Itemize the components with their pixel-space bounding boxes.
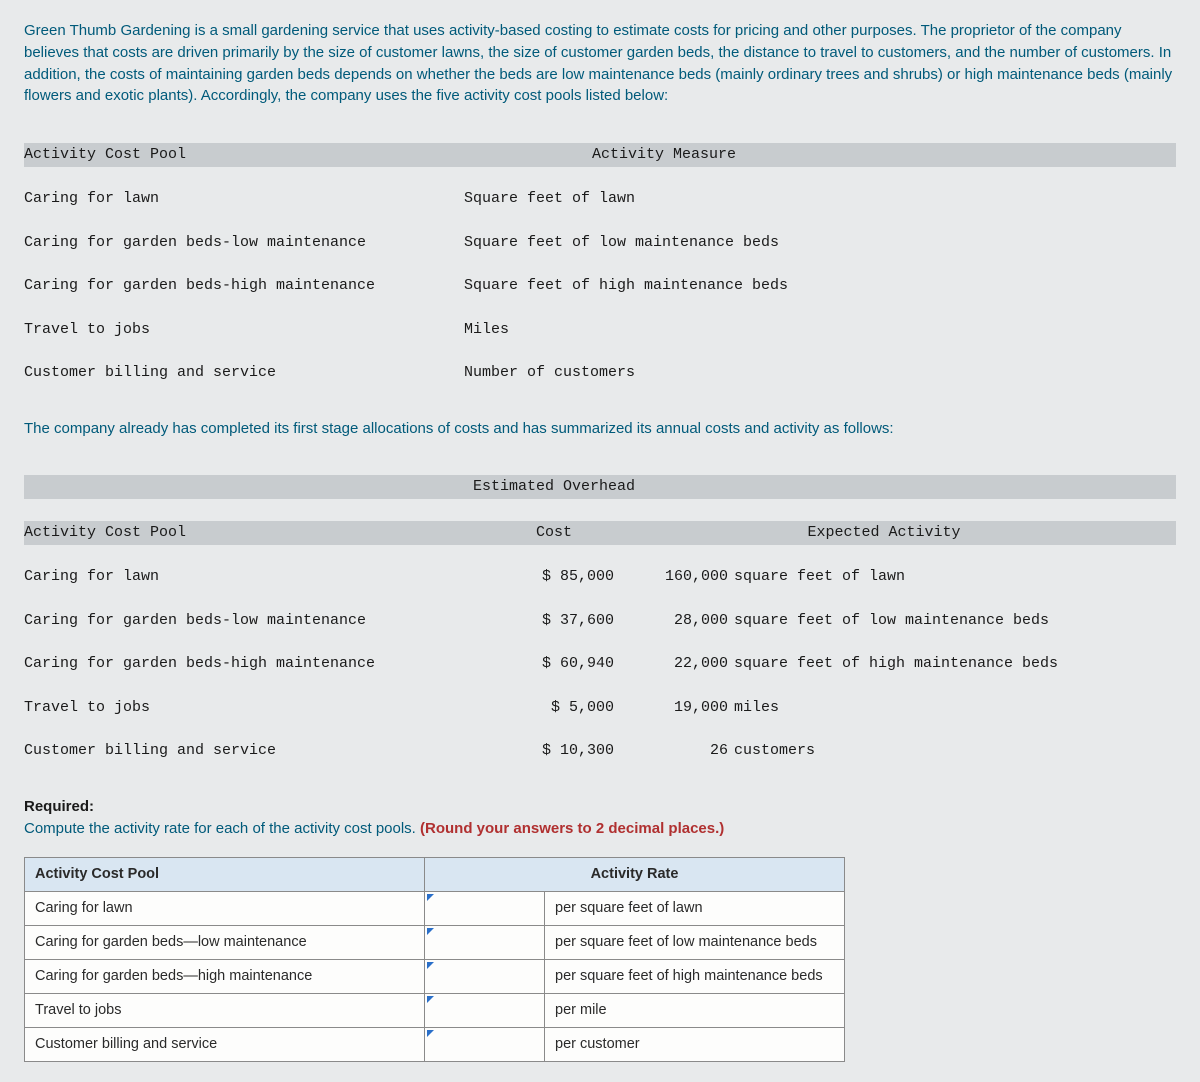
answer-pool: Customer billing and service [25,1028,425,1062]
answer-pool: Caring for garden beds—high maintenance [25,960,425,994]
answer-unit: per square feet of high maintenance beds [545,960,845,994]
t2-pool: Caring for garden beds-high maintenance [24,653,464,675]
t1-pool: Customer billing and service [24,362,464,384]
t2-unit: miles [734,697,779,719]
answer-row: Caring for garden beds—low maintenance p… [25,926,845,960]
t2-row: Caring for garden beds-high maintenance$… [24,653,1176,675]
overhead-table: Estimated Overhead Activity Cost PoolCos… [24,454,1176,784]
mid-text: The company already has completed its fi… [24,418,1176,440]
spacer [24,476,464,498]
answer-unit: per square feet of lawn [545,892,845,926]
t1-measure: Miles [464,319,864,341]
answer-pool: Travel to jobs [25,994,425,1028]
t1-pool: Travel to jobs [24,319,464,341]
answer-row: Travel to jobs per mile [25,994,845,1028]
t1-row: Caring for garden beds-low maintenanceSq… [24,232,1176,254]
t2-row: Caring for lawn$ 85,000160,000square fee… [24,566,1176,588]
t2-unit: customers [734,740,815,762]
rate-input-lawn[interactable] [425,894,544,924]
t1-measure: Number of customers [464,362,864,384]
input-indicator-icon [427,962,434,969]
answer-row: Customer billing and service per custome… [25,1028,845,1062]
t1-measure: Square feet of low maintenance beds [464,232,864,254]
t2-row: Caring for garden beds-low maintenance$ … [24,610,1176,632]
t1-pool: Caring for lawn [24,188,464,210]
t2-unit: square feet of high maintenance beds [734,653,1058,675]
rate-input-high-maint[interactable] [425,962,544,992]
t2-cost: $ 85,000 [464,566,644,588]
answer-pool: Caring for lawn [25,892,425,926]
input-indicator-icon [427,894,434,901]
t1-row: Caring for lawnSquare feet of lawn [24,188,1176,210]
required-text: Compute the activity rate for each of th… [24,820,420,837]
rate-input-low-maint[interactable] [425,928,544,958]
rate-input-billing[interactable] [425,1030,544,1060]
t1-header-measure: Activity Measure [464,144,864,166]
t2-cost: $ 10,300 [464,740,644,762]
t1-row: Customer billing and serviceNumber of cu… [24,362,1176,384]
t2-pool: Travel to jobs [24,697,464,719]
t1-header-pool: Activity Cost Pool [24,144,464,166]
t2-header-cost-bot: Cost [464,522,644,544]
t2-cost: $ 5,000 [464,697,644,719]
required-label: Required: [24,798,94,815]
t1-pool: Caring for garden beds-low maintenance [24,232,464,254]
t2-cost: $ 60,940 [464,653,644,675]
t2-pool: Caring for lawn [24,566,464,588]
answer-unit: per mile [545,994,845,1028]
problem-intro: Green Thumb Gardening is a small gardeni… [24,20,1176,107]
t2-qty: 22,000 [644,653,734,675]
t2-qty: 26 [644,740,734,762]
required-block: Required: Compute the activity rate for … [24,796,1176,840]
t2-header-cost-top: Estimated Overhead [464,476,644,498]
t2-pool: Caring for garden beds-low maintenance [24,610,464,632]
spacer [644,476,1124,498]
t1-measure: Square feet of high maintenance beds [464,275,864,297]
answer-table: Activity Cost Pool Activity Rate Caring … [24,857,845,1062]
t1-measure: Square feet of lawn [464,188,864,210]
answer-header-pool: Activity Cost Pool [25,858,425,892]
answer-unit: per square feet of low maintenance beds [545,926,845,960]
t2-cost: $ 37,600 [464,610,644,632]
t2-unit: square feet of low maintenance beds [734,610,1049,632]
input-indicator-icon [427,928,434,935]
input-indicator-icon [427,1030,434,1037]
answer-pool: Caring for garden beds—low maintenance [25,926,425,960]
answer-row: Caring for garden beds—high maintenance … [25,960,845,994]
required-note: (Round your answers to 2 decimal places.… [420,820,724,837]
answer-row: Caring for lawn per square feet of lawn [25,892,845,926]
t2-row: Customer billing and service$ 10,30026cu… [24,740,1176,762]
t2-header-pool: Activity Cost Pool [24,522,464,544]
t2-pool: Customer billing and service [24,740,464,762]
t2-qty: 19,000 [644,697,734,719]
t2-qty: 28,000 [644,610,734,632]
input-indicator-icon [427,996,434,1003]
rate-input-travel[interactable] [425,996,544,1026]
t2-header-activity: Expected Activity [644,522,1124,544]
t2-row: Travel to jobs$ 5,00019,000miles [24,697,1176,719]
t1-row: Travel to jobsMiles [24,319,1176,341]
t1-pool: Caring for garden beds-high maintenance [24,275,464,297]
t1-row: Caring for garden beds-high maintenanceS… [24,275,1176,297]
t2-qty: 160,000 [644,566,734,588]
activity-measure-table: Activity Cost PoolActivity Measure Carin… [24,121,1176,406]
answer-unit: per customer [545,1028,845,1062]
t2-unit: square feet of lawn [734,566,905,588]
answer-header-rate: Activity Rate [425,858,845,892]
